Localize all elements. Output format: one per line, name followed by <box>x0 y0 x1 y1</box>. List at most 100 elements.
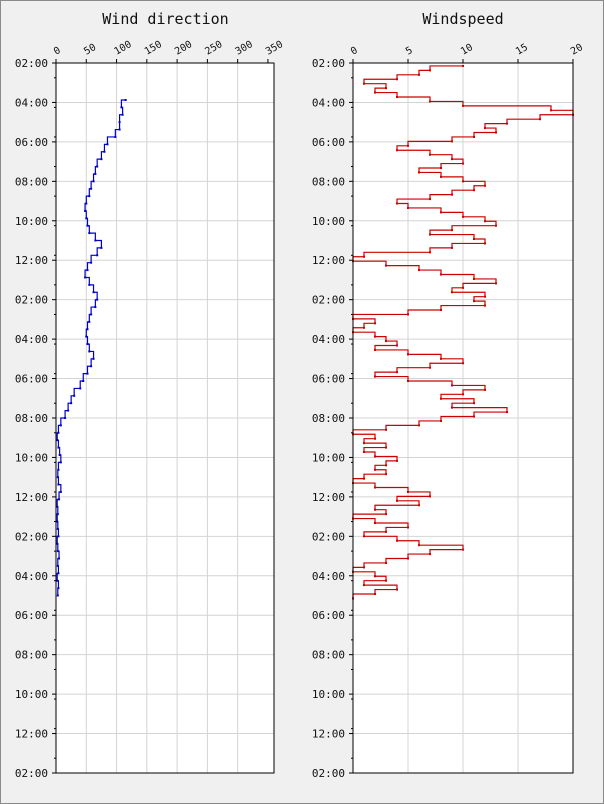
speed-data-point <box>495 282 497 285</box>
direction-data-point <box>57 572 60 575</box>
direction-data-point <box>56 542 59 545</box>
speed-data-point <box>484 127 486 130</box>
speed-data-point <box>473 189 475 192</box>
direction-xtick-label: 350 <box>264 39 285 58</box>
direction-data-point <box>92 291 95 294</box>
speed-data-point <box>495 224 497 227</box>
direction-data-point <box>90 313 93 316</box>
direction-data-point <box>57 446 60 449</box>
direction-time-label: 04:00 <box>15 570 48 583</box>
speed-data-point <box>407 380 409 383</box>
direction-time-label: 12:00 <box>15 491 48 504</box>
direction-data-point <box>56 505 59 508</box>
speed-data-point <box>363 82 365 85</box>
speed-data-point <box>440 419 442 422</box>
speed-time-label: 02:00 <box>312 767 345 780</box>
direction-data-point <box>57 483 60 486</box>
direction-data-point <box>120 106 123 109</box>
direction-data-point <box>118 121 121 124</box>
speed-xtick-label: 20 <box>569 42 585 58</box>
direction-time-label: 10:00 <box>15 215 48 228</box>
speed-time-label: 04:00 <box>312 570 345 583</box>
direction-data-point <box>100 246 103 249</box>
speed-data-point <box>451 406 453 409</box>
speed-data-point <box>429 251 431 254</box>
speed-data-point <box>407 526 409 529</box>
speed-data-point <box>473 402 475 405</box>
speed-data-point <box>385 340 387 343</box>
speed-data-point <box>473 238 475 241</box>
direction-data-point <box>96 165 99 168</box>
speed-data-point <box>385 579 387 582</box>
speed-data-point <box>429 153 431 156</box>
direction-data-point <box>70 402 73 405</box>
direction-data-point <box>58 498 61 501</box>
speed-data-point <box>363 535 365 538</box>
direction-data-point <box>59 461 62 464</box>
speed-data-point <box>374 91 376 94</box>
direction-data-point <box>58 453 61 456</box>
speed-data-point <box>429 553 431 556</box>
speed-data-point <box>440 357 442 360</box>
direction-time-label: 08:00 <box>15 175 48 188</box>
speed-time-label: 10:00 <box>312 688 345 701</box>
speed-time-label: 12:00 <box>312 254 345 267</box>
direction-time-label: 10:00 <box>15 688 48 701</box>
speed-data-point <box>429 495 431 498</box>
direction-data-point <box>79 387 82 390</box>
speed-data-point <box>374 322 376 325</box>
direction-data-point <box>86 224 89 227</box>
speed-xtick-label: 15 <box>514 42 530 58</box>
speed-data-point <box>418 171 420 174</box>
speed-data-point <box>462 548 464 551</box>
direction-time-label: 06:00 <box>15 136 48 149</box>
speed-data-point <box>462 215 464 218</box>
speed-data-point <box>363 477 365 480</box>
speed-data-point <box>407 353 409 356</box>
speed-data-point <box>451 158 453 161</box>
speed-data-point <box>385 87 387 90</box>
speed-time-label: 08:00 <box>312 649 345 662</box>
speed-time-label: 02:00 <box>312 57 345 70</box>
speed-data-point <box>363 451 365 454</box>
speed-time-label: 10:00 <box>312 215 345 228</box>
speed-data-point <box>451 193 453 196</box>
direction-data-point <box>118 128 121 131</box>
speed-data-point <box>462 104 464 107</box>
direction-time-label: 02:00 <box>15 530 48 543</box>
direction-data-point <box>59 424 62 427</box>
speed-data-point <box>374 348 376 351</box>
speed-data-point <box>484 184 486 187</box>
speed-data-point <box>396 459 398 462</box>
speed-data-point <box>374 593 376 596</box>
speed-data-point <box>451 246 453 249</box>
speed-time-label: 06:00 <box>312 373 345 386</box>
speed-data-point <box>396 149 398 152</box>
speed-data-point <box>418 269 420 272</box>
speed-data-point <box>418 544 420 547</box>
speed-time-label: 12:00 <box>312 491 345 504</box>
speed-time-label: 08:00 <box>312 175 345 188</box>
speed-time-label: 06:00 <box>312 136 345 149</box>
direction-time-label: 02:00 <box>15 294 48 307</box>
direction-data-point <box>84 276 87 279</box>
direction-data-point <box>85 335 88 338</box>
direction-data-point <box>94 239 97 242</box>
direction-time-label: 12:00 <box>15 254 48 267</box>
direction-data-point <box>121 113 124 116</box>
speed-data-point <box>374 468 376 471</box>
speed-data-point <box>506 122 508 125</box>
speed-data-point <box>440 211 442 214</box>
direction-data-point <box>90 261 93 264</box>
speed-data-point <box>385 264 387 267</box>
speed-xtick-label: 0 <box>349 45 360 58</box>
speed-data-point <box>484 388 486 391</box>
wind-direction-title: Wind direction <box>102 10 229 28</box>
speed-data-point <box>440 167 442 170</box>
direction-time-label: 04:00 <box>15 333 48 346</box>
speed-data-point <box>440 175 442 178</box>
direction-xtick-label: 150 <box>143 39 164 58</box>
speed-data-point <box>374 455 376 458</box>
speed-data-point <box>484 220 486 223</box>
